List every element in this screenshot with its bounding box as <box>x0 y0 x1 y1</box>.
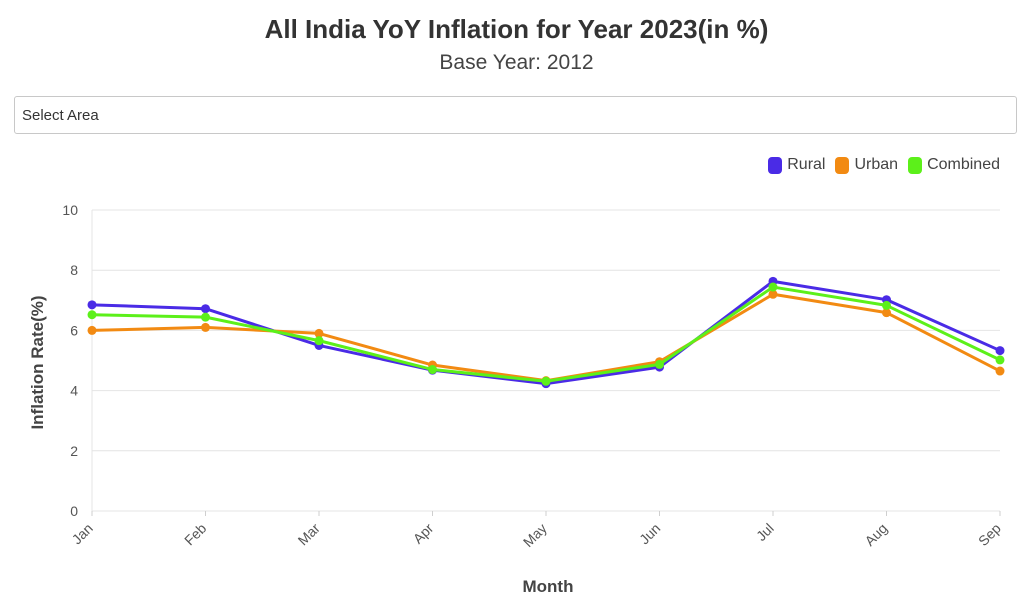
legend-swatch-urban <box>835 156 850 174</box>
data-point-urban <box>314 328 324 338</box>
legend-item-combined[interactable]: Combined <box>908 156 1000 174</box>
x-tick-label: May <box>520 520 550 550</box>
legend-item-urban[interactable]: Urban <box>835 156 898 174</box>
area-select[interactable]: Select Area <box>14 96 1017 134</box>
y-tick-label: 4 <box>70 383 78 399</box>
area-select-placeholder: Select Area <box>22 106 99 124</box>
data-point-urban <box>995 366 1005 376</box>
x-tick-label: Apr <box>410 520 437 547</box>
data-point-combined <box>314 336 324 346</box>
data-point-urban <box>87 325 97 335</box>
data-point-combined <box>995 355 1005 365</box>
series-line-urban <box>90 292 1002 383</box>
series-line-rural <box>90 279 1002 386</box>
data-point-urban <box>201 322 210 332</box>
x-tick-label: Jul <box>753 520 777 544</box>
y-tick-label: 0 <box>70 503 78 519</box>
data-point-urban <box>768 289 778 299</box>
data-point-combined <box>768 282 778 292</box>
series-line-combined <box>90 285 1002 383</box>
legend-label-rural: Rural <box>787 156 826 173</box>
y-tick-label: 8 <box>70 262 78 278</box>
data-point-rural <box>995 346 1005 356</box>
data-point-rural <box>201 304 210 314</box>
data-point-combined <box>541 376 551 386</box>
data-point-combined <box>882 300 891 310</box>
legend-label-combined: Combined <box>927 156 1000 173</box>
data-point-rural <box>87 300 97 310</box>
x-axis-title: Month <box>523 577 574 596</box>
legend-swatch-rural <box>768 156 783 174</box>
chart-subtitle: Base Year: 2012 <box>439 51 594 74</box>
data-point-combined <box>87 310 97 320</box>
data-point-combined <box>655 359 664 369</box>
chart-legend: Rural Urban Combined <box>768 156 1000 174</box>
y-axis-title: Inflation Rate(%) <box>28 295 47 429</box>
x-tick-label: Sep <box>975 520 1004 549</box>
x-tick-label: Jan <box>69 520 96 547</box>
y-tick-label: 2 <box>70 443 78 459</box>
y-tick-label: 6 <box>70 322 78 338</box>
x-tick-label: Jun <box>636 520 663 547</box>
chart-title: All India YoY Inflation for Year 2023(in… <box>264 14 769 44</box>
data-point-urban <box>882 308 891 318</box>
y-tick-label: 10 <box>62 202 78 218</box>
x-tick-label: Aug <box>861 520 890 549</box>
data-point-combined <box>201 312 210 322</box>
legend-swatch-combined <box>908 156 923 174</box>
legend-label-urban: Urban <box>854 156 899 173</box>
legend-item-rural[interactable]: Rural <box>768 156 825 174</box>
x-tick-label: Feb <box>181 520 210 549</box>
x-tick-label: Mar <box>295 520 324 549</box>
data-point-combined <box>428 365 437 375</box>
